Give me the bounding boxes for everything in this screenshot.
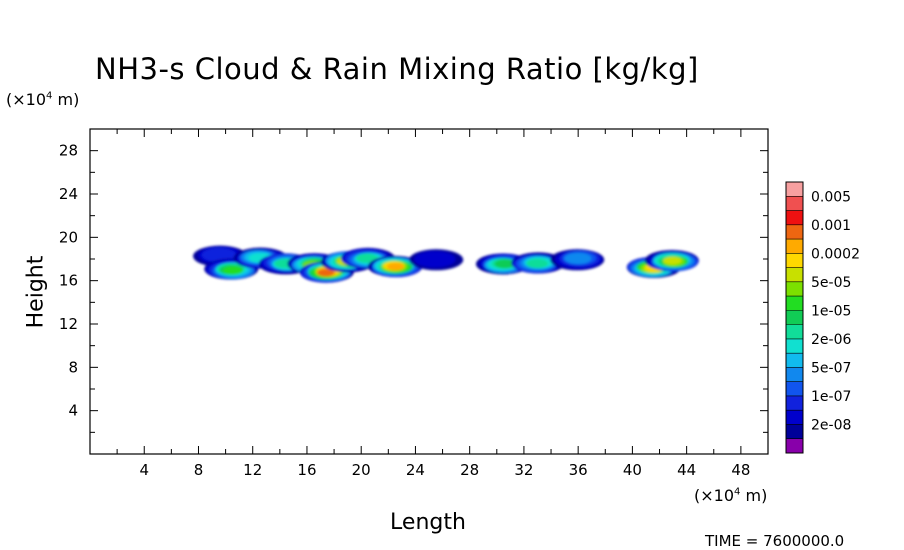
field-contour bbox=[564, 252, 592, 264]
x-tick-label: 40 bbox=[623, 461, 642, 479]
y-tick-label: 16 bbox=[59, 272, 78, 290]
x-tick-label: 28 bbox=[460, 461, 479, 479]
field-contour bbox=[526, 258, 549, 269]
x-tick-label: 20 bbox=[352, 461, 371, 479]
colorbar-swatch bbox=[786, 338, 803, 354]
colorbar-swatch bbox=[786, 296, 803, 311]
x-tick-label: 44 bbox=[677, 461, 696, 479]
y-tick-label: 20 bbox=[59, 228, 78, 246]
mixing-ratio-field bbox=[193, 245, 699, 283]
x-tick-label: 36 bbox=[569, 461, 588, 479]
x-tick-label: 32 bbox=[514, 461, 533, 479]
colorbar-swatch bbox=[786, 395, 803, 411]
y-tick-label: 4 bbox=[68, 402, 78, 420]
field-contour bbox=[223, 266, 243, 275]
colorbar-swatch bbox=[786, 353, 803, 368]
x-tick-label: 12 bbox=[243, 461, 262, 479]
colorbar-label: 2e-06 bbox=[811, 332, 851, 348]
colorbar-swatch bbox=[786, 182, 803, 197]
plot-frame bbox=[89, 128, 769, 455]
x-axis-label: Length bbox=[390, 510, 466, 535]
colorbar-label: 5e-05 bbox=[811, 275, 851, 291]
x-axis-units: (×104 m) bbox=[694, 486, 768, 505]
colorbar-swatch bbox=[786, 281, 803, 297]
x-tick-label: 24 bbox=[406, 461, 425, 479]
field-contour bbox=[317, 269, 335, 277]
colorbar-label: 5e-07 bbox=[811, 360, 851, 376]
colorbar-label: 0.005 bbox=[811, 189, 851, 205]
x-tick-label: 16 bbox=[297, 461, 316, 479]
y-axis-units: (×104 m) bbox=[6, 90, 80, 109]
field-contour bbox=[414, 251, 456, 268]
colorbar: 0.005 0.001 0.0002 5e-05 1e-05 2e-06 5e-07 1e-0… bbox=[785, 181, 860, 454]
colorbar-swatch bbox=[786, 381, 803, 397]
colorbar-swatch bbox=[786, 253, 803, 268]
y-tick-label: 8 bbox=[68, 358, 78, 376]
y-tick-label: 12 bbox=[59, 315, 78, 333]
y-tick-label: 24 bbox=[59, 185, 78, 203]
colorbar-swatch bbox=[786, 210, 803, 226]
colorbar-label: 0.001 bbox=[811, 218, 851, 234]
y-tick-label: 28 bbox=[59, 142, 78, 160]
colorbar-swatch bbox=[786, 267, 803, 283]
colorbar-swatch bbox=[786, 324, 803, 340]
colorbar-swatch bbox=[786, 367, 803, 382]
field-contour bbox=[201, 248, 237, 262]
colorbar-label: 1e-07 bbox=[811, 389, 851, 405]
colorbar-label: 1e-05 bbox=[811, 303, 851, 319]
field-contour bbox=[663, 256, 682, 265]
x-tick-label: 8 bbox=[194, 461, 204, 479]
x-tick-label: 4 bbox=[139, 461, 149, 479]
colorbar-label: 0.0002 bbox=[811, 246, 860, 262]
colorbar-swatch bbox=[786, 424, 803, 440]
field-contour bbox=[494, 259, 516, 269]
chart-title: NH3-s Cloud & Rain Mixing Ratio [kg/kg] bbox=[95, 52, 699, 86]
colorbar-swatch bbox=[786, 239, 803, 254]
colorbar-frame bbox=[785, 181, 804, 454]
colorbar-swatch bbox=[786, 438, 803, 454]
colorbar-label: 2e-08 bbox=[811, 417, 851, 433]
colorbar-swatch bbox=[786, 310, 803, 325]
x-tick-label: 48 bbox=[731, 461, 750, 479]
colorbar-swatch bbox=[786, 224, 803, 240]
colorbar-swatch bbox=[786, 410, 803, 425]
field-contour bbox=[386, 262, 405, 271]
field-contour bbox=[356, 253, 378, 263]
colorbar-swatch bbox=[786, 196, 803, 211]
